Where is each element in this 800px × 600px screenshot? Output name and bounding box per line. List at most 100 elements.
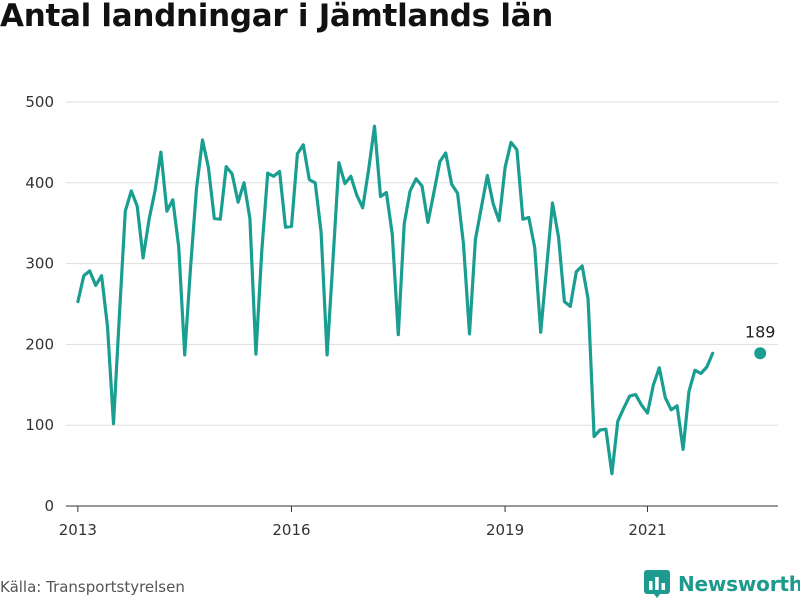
data-point	[633, 392, 639, 398]
data-point	[413, 176, 419, 182]
data-point	[437, 159, 443, 165]
y-tick-label: 0	[44, 497, 54, 515]
data-point	[674, 403, 680, 409]
data-point	[597, 427, 603, 433]
data-point	[686, 388, 692, 394]
x-tick-label: 2013	[59, 521, 97, 539]
data-point	[556, 234, 562, 240]
data-point	[389, 232, 395, 238]
data-point	[336, 160, 342, 166]
data-point	[259, 248, 265, 254]
data-point	[692, 367, 698, 373]
chart-title: Antal landningar i Jämtlands län	[0, 0, 554, 34]
data-point	[431, 190, 437, 196]
data-point	[330, 257, 336, 263]
data-point	[105, 324, 111, 330]
source-note: Källa: Transportstyrelsen	[0, 578, 185, 596]
data-point	[561, 299, 567, 305]
data-point	[354, 192, 360, 198]
data-point	[615, 418, 621, 424]
data-point	[698, 371, 704, 377]
data-point	[134, 203, 140, 209]
data-point	[277, 169, 283, 175]
y-tick-label: 100	[25, 416, 54, 434]
data-point	[247, 215, 253, 221]
data-point	[111, 421, 117, 427]
data-point	[217, 216, 223, 222]
data-point	[81, 273, 87, 279]
data-point	[455, 190, 461, 196]
data-point	[710, 350, 716, 356]
data-point	[478, 205, 484, 211]
data-point	[342, 181, 348, 187]
data-point	[223, 164, 229, 170]
data-point	[176, 244, 182, 250]
data-point	[490, 201, 496, 207]
data-point	[621, 405, 627, 411]
y-axis: 0 100 200 300 400 500	[25, 93, 54, 515]
y-tick-label: 400	[25, 174, 54, 192]
data-point	[383, 190, 389, 196]
data-point	[158, 149, 164, 155]
data-point	[294, 151, 300, 157]
data-point	[211, 215, 217, 221]
data-point	[283, 224, 289, 230]
newsworthy-logo-icon	[644, 570, 670, 598]
data-point	[300, 142, 306, 148]
data-point	[508, 139, 514, 145]
data-point	[378, 194, 384, 200]
series-line	[76, 124, 715, 476]
newsworthy-logo[interactable]: Newsworthy	[644, 568, 800, 600]
data-point	[538, 329, 544, 335]
data-point	[526, 215, 532, 221]
data-point	[318, 229, 324, 235]
data-point	[573, 269, 579, 275]
gridlines	[66, 101, 778, 426]
last-value-label: 189	[745, 322, 776, 341]
data-point	[579, 263, 585, 269]
x-tick-label: 2019	[486, 521, 524, 539]
data-point	[407, 188, 413, 194]
data-point	[514, 147, 520, 153]
data-point	[200, 137, 206, 143]
data-point	[467, 331, 473, 337]
data-point	[472, 236, 478, 242]
data-point	[128, 188, 134, 194]
x-tick-label: 2016	[272, 521, 310, 539]
data-point	[253, 351, 259, 357]
data-point	[360, 205, 366, 211]
data-point	[484, 173, 490, 179]
data-point	[550, 200, 556, 206]
data-point	[496, 218, 502, 224]
data-point	[205, 164, 211, 170]
data-point	[532, 244, 538, 250]
data-point	[395, 332, 401, 338]
data-point	[265, 170, 271, 176]
data-point	[502, 164, 508, 170]
data-point	[170, 197, 176, 203]
data-point	[443, 150, 449, 156]
data-point	[627, 393, 633, 399]
data-point	[116, 312, 122, 318]
data-point	[289, 223, 295, 229]
x-axis: 2013 2016 2019 2021	[59, 505, 778, 539]
data-point	[271, 173, 277, 179]
data-point	[639, 402, 645, 408]
brand-name: Newsworthy	[678, 572, 800, 596]
data-point	[324, 352, 330, 358]
data-point	[567, 303, 573, 309]
data-point	[401, 221, 407, 227]
data-point	[662, 395, 668, 401]
data-point	[585, 296, 591, 302]
data-point	[75, 299, 81, 305]
x-tick-label: 2021	[628, 521, 666, 539]
data-point	[704, 364, 710, 370]
data-point	[194, 186, 200, 192]
data-point	[603, 426, 609, 432]
data-point	[668, 407, 674, 413]
data-point	[99, 273, 105, 279]
data-point	[188, 264, 194, 270]
data-point	[306, 177, 312, 183]
data-point	[152, 188, 158, 194]
data-point	[146, 216, 152, 222]
